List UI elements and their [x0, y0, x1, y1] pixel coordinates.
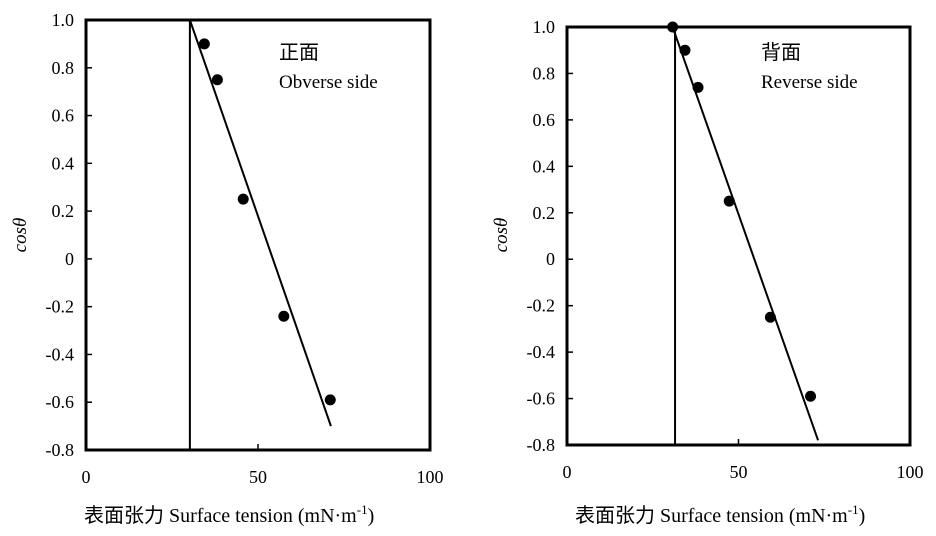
chart-right-data-point	[679, 44, 691, 56]
chart-left-y-tick-label: 1.0	[52, 10, 75, 30]
chart-right-data-point	[764, 311, 776, 323]
chart-right-annotation-cn: 背面	[761, 41, 801, 64]
chart-right-y-tick-label: 0.2	[533, 203, 556, 223]
chart-right-y-tick-label: -0.4	[527, 342, 556, 362]
chart-left-y-tick-label: 0.4	[52, 153, 75, 173]
chart-left-y-tick-label: 0.2	[52, 201, 75, 221]
chart-right-data-point	[805, 390, 817, 402]
chart-left-plot-frame	[84, 18, 432, 452]
chart-left-y-tick-label: -0.8	[46, 440, 75, 460]
chart-right-data-point	[723, 195, 735, 207]
chart-right-fit-line	[671, 26, 820, 441]
chart-right-annotation-en: Reverse side	[761, 72, 858, 93]
chart-left-y-tick-label: -0.6	[46, 392, 75, 412]
chart-left-annotation-en: Obverse side	[279, 72, 378, 93]
chart-right-x-tick-label: 100	[897, 462, 924, 482]
chart-left-y-axis-label: cosθ	[10, 218, 31, 253]
chart-right-x-axis-label-close: )	[859, 505, 866, 527]
chart-left-annotation-cn: 正面	[279, 42, 319, 64]
chart-right-x-tick-label: 0	[563, 462, 572, 482]
chart-right-y-tick-label: 0.8	[533, 63, 556, 83]
chart-right-y-tick-label: 0.6	[533, 110, 556, 130]
chart-left-x-tick-label: 0	[82, 467, 91, 487]
chart-left-y-tick-label: -0.2	[46, 297, 75, 317]
chart-left-y-tick-label: 0	[65, 249, 74, 269]
chart-left-data-point	[211, 74, 223, 86]
chart-left-y-tick-label: 0.6	[52, 106, 75, 126]
chart-left-x-tick-label: 100	[417, 467, 444, 487]
chart-right-plot-frame	[565, 25, 912, 447]
chart-left-x-axis-label-sup: -1	[357, 502, 368, 517]
chart-left-y-tick-label: 0.8	[52, 58, 75, 78]
chart-left-x-axis-label-close: )	[368, 505, 375, 527]
chart-right-y-tick-label: 0	[546, 249, 555, 269]
chart-right-x-axis-label-main: 表面张力 Surface tension (mN·m	[575, 504, 848, 527]
chart-left-data-point	[278, 310, 290, 322]
chart-left-data-point	[198, 38, 210, 50]
chart-left-panel: 1.0 0.8 0.6 0.4 0.2 0 -0.2 -0.4 -0.6 -0.8 0 50 100 正面…	[10, 10, 444, 527]
chart-left-x-axis-label-main: 表面张力 Surface tension (mN·m	[84, 504, 357, 527]
chart-right-data-point	[667, 21, 679, 33]
chart-right-x-axis-label: 表面张力 Surface tension (mN·m-1)	[575, 502, 865, 527]
chart-left-y-tick-label: -0.4	[46, 344, 75, 364]
chart-right-y-tick-label: -0.6	[527, 389, 556, 409]
chart-right-y-tick-label: 0.4	[533, 156, 556, 176]
chart-right-y-tick-label: 1.0	[533, 17, 556, 37]
chart-left-fit-line	[188, 19, 332, 427]
chart-right-panel: 1.0 0.8 0.6 0.4 0.2 0 -0.2 -0.4 -0.6 -0.8 0 50 100 背面…	[491, 17, 924, 527]
chart-right-x-axis-label-sup: -1	[848, 502, 859, 517]
chart-right-x-tick-label: 50	[730, 462, 748, 482]
chart-right-y-tick-label: -0.2	[527, 296, 556, 316]
chart-left-x-tick-label: 50	[249, 467, 267, 487]
chart-left-x-axis-label: 表面张力 Surface tension (mN·m-1)	[84, 502, 374, 527]
chart-right-y-tick-label: -0.8	[527, 435, 556, 455]
chart-left-data-point	[237, 193, 249, 205]
chart-left-data-point	[324, 394, 336, 406]
chart-right-data-point	[692, 81, 704, 93]
chart-right-y-axis-label: cosθ	[491, 218, 512, 253]
